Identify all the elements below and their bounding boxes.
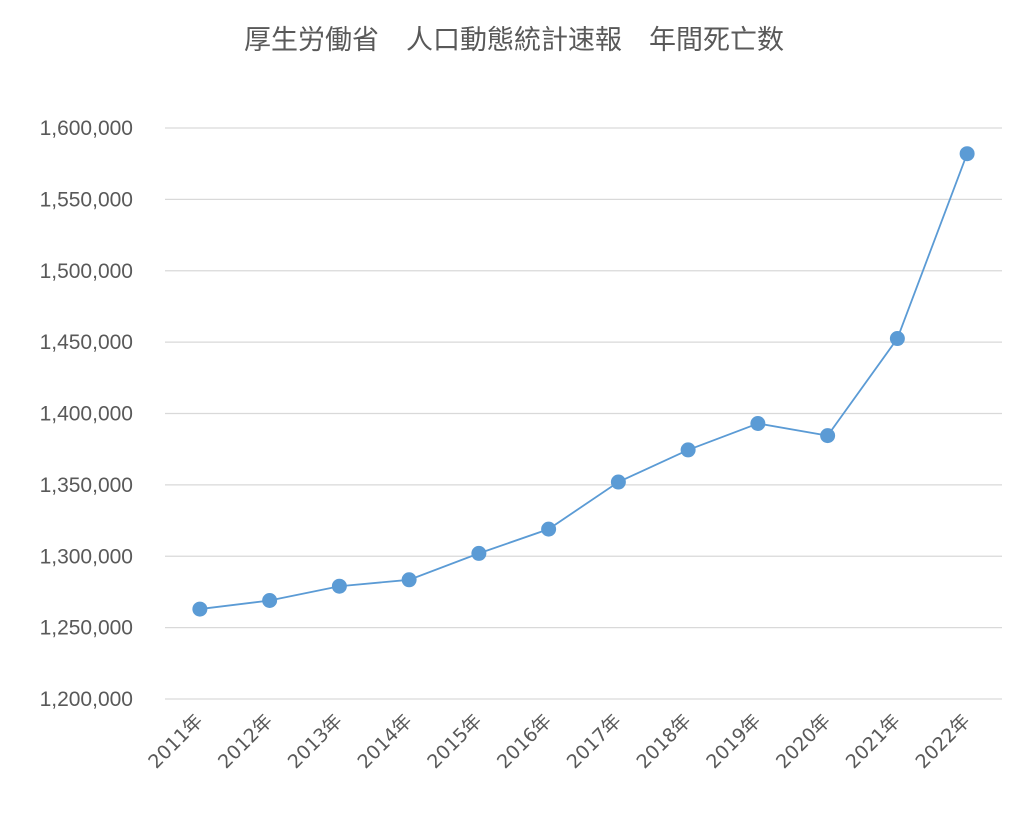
x-tick-label: 2016年 [493,710,556,773]
series-line [199,153,968,610]
x-tick-label: 2017年 [563,710,626,773]
data-point [401,572,417,588]
x-tick-label: 2012年 [214,710,277,773]
x-tick-label: 2020年 [772,710,835,773]
y-tick-label: 1,400,000 [40,403,133,426]
x-tick-label: 2014年 [353,710,416,773]
data-point [262,593,278,609]
y-tick-label: 1,500,000 [40,260,133,283]
x-tick-label: 2021年 [842,710,905,773]
x-tick-label: 2019年 [702,710,765,773]
data-point [192,601,208,617]
chart-title: 厚生労働省 人口動態統計速報 年間死亡数 [244,25,784,56]
x-tick-label: 2022年 [911,710,974,773]
y-tick-label: 1,550,000 [40,188,133,211]
data-point [889,331,905,347]
y-tick-label: 1,600,000 [40,117,133,140]
data-point [331,578,347,594]
data-point [610,474,626,490]
x-tick-label: 2018年 [632,710,695,773]
data-point [680,442,696,458]
y-tick-label: 1,200,000 [40,688,133,711]
x-tick-label: 2013年 [284,710,347,773]
y-tick-label: 1,350,000 [40,474,133,497]
data-point [471,545,487,561]
data-point [959,146,975,162]
x-tick-label: 2015年 [423,710,486,773]
y-tick-label: 1,450,000 [40,331,133,354]
y-tick-label: 1,300,000 [40,545,133,568]
data-point [750,415,766,431]
x-tick-label: 2011年 [144,710,207,773]
y-tick-label: 1,250,000 [40,617,133,640]
data-point [541,521,557,537]
data-point [820,428,836,444]
